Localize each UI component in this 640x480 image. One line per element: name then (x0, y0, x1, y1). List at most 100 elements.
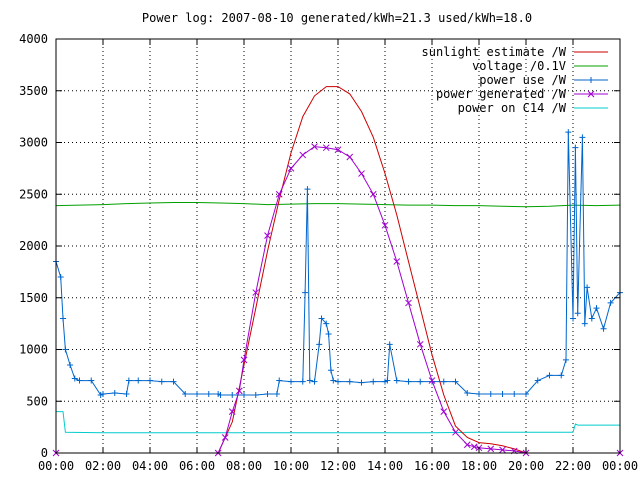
y-tick-label: 0 (41, 446, 48, 460)
legend-marker (587, 90, 595, 98)
data-point (299, 151, 307, 159)
x-tick-label: 06:00 (179, 459, 215, 473)
data-point (499, 391, 506, 398)
legend-label: voltage /0.1V (472, 59, 566, 73)
data-point (125, 377, 132, 384)
x-tick-label: 12:00 (320, 459, 356, 473)
data-point (572, 144, 579, 151)
data-point (464, 389, 471, 396)
data-point (221, 434, 229, 441)
data-point (607, 299, 614, 306)
data-point (463, 441, 471, 449)
data-point (579, 134, 586, 141)
data-point (67, 362, 74, 369)
data-point (405, 299, 412, 307)
data-point (205, 391, 212, 398)
x-tick-label: 22:00 (555, 459, 591, 473)
data-point (100, 391, 106, 398)
data-point (275, 190, 283, 198)
x-tick-label: 20:00 (508, 459, 544, 473)
data-point (335, 378, 341, 385)
data-point (123, 391, 130, 398)
data-point (487, 445, 495, 453)
data-point (170, 378, 177, 385)
y-tick-label: 3500 (19, 84, 48, 98)
legend-entry-voltage-0-1v: voltage /0.1V (472, 59, 608, 73)
data-point (416, 340, 424, 348)
y-tick-label: 4000 (19, 32, 48, 46)
legend-label: power on C14 /W (458, 101, 567, 115)
data-point (322, 144, 330, 152)
y-tick-label: 2500 (19, 187, 48, 201)
data-point (287, 165, 295, 172)
data-point (452, 428, 459, 436)
data-point (57, 274, 64, 281)
data-point (593, 305, 600, 312)
data-point (217, 392, 224, 399)
data-point (358, 379, 365, 386)
data-point (600, 325, 607, 332)
legend-entry-power-use-w: power use /W (479, 73, 608, 87)
data-point (386, 341, 393, 348)
data-point (194, 391, 200, 398)
data-point (565, 129, 572, 136)
data-point (499, 446, 506, 454)
data-point (369, 190, 377, 198)
y-tick-label: 500 (26, 394, 48, 408)
data-point (393, 258, 401, 265)
data-point (302, 289, 309, 296)
data-point (264, 391, 271, 398)
y-tick-label: 2000 (19, 239, 48, 253)
data-point (346, 378, 353, 385)
data-point (62, 346, 69, 353)
data-point (182, 391, 189, 398)
data-point (428, 377, 436, 384)
data-point (562, 356, 569, 363)
data-point (511, 391, 518, 398)
data-point (588, 315, 595, 322)
data-point (147, 377, 153, 384)
data-point (346, 153, 354, 161)
data-point (252, 392, 259, 399)
data-point (240, 356, 248, 364)
data-point (323, 320, 330, 327)
data-point (584, 284, 591, 291)
x-tick-label: 10:00 (273, 459, 309, 473)
data-point (135, 377, 142, 384)
data-point (440, 378, 447, 385)
data-point (330, 377, 337, 384)
x-tick-label: 04:00 (132, 459, 168, 473)
x-tick-label: 00:00 (602, 459, 638, 473)
data-point (306, 377, 313, 384)
data-point (311, 143, 318, 150)
legend-label: sunlight estimate /W (422, 45, 567, 59)
data-point (393, 377, 400, 384)
series-voltage-0-1v (55, 202, 621, 208)
series-line (56, 411, 620, 434)
data-point (299, 378, 306, 385)
legend-marker (588, 77, 594, 83)
data-point (273, 391, 280, 398)
data-point (235, 387, 243, 395)
y-tick-label: 3000 (19, 136, 48, 150)
legend-entry-sunlight-estimate-w: sunlight estimate /W (422, 45, 608, 59)
x-tick-label: 18:00 (461, 459, 497, 473)
data-point (327, 367, 334, 374)
data-point (405, 378, 412, 385)
data-point (487, 391, 494, 398)
data-point (276, 377, 283, 384)
chart-title: Power log: 2007-08-10 generated/kWh=21.3… (142, 11, 532, 25)
data-point (452, 378, 459, 385)
y-tick-label: 1000 (19, 343, 48, 357)
series-power-on-c14-w (56, 411, 620, 434)
data-point (288, 378, 294, 385)
data-point (316, 341, 323, 348)
data-point (88, 377, 95, 384)
legend-entry-power-on-c14-w: power on C14 /W (458, 101, 608, 115)
series-layer (52, 86, 624, 457)
legend-label: power generated /W (436, 87, 567, 101)
data-point (71, 375, 78, 382)
axis-ticks: 0 500 1000 1500 2000 2500 3000 3500 4000 00:00 02:… (19, 32, 638, 473)
data-point (318, 315, 325, 322)
